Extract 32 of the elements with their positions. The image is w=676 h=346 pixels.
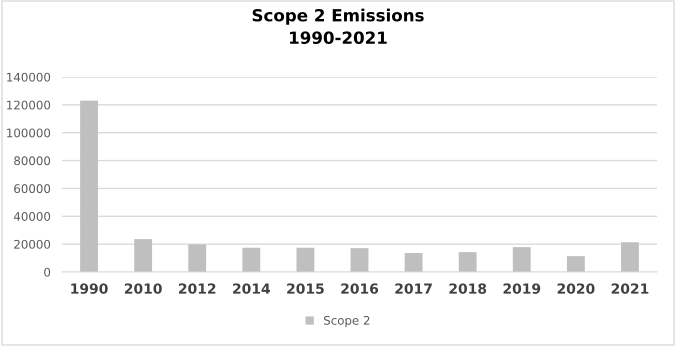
- bar: [134, 239, 152, 272]
- x-tick-label: 2020: [558, 283, 595, 294]
- y-tick-label: 120000: [7, 100, 50, 110]
- x-tick-label: 2018: [449, 283, 486, 294]
- bar: [512, 247, 531, 272]
- bar: [350, 248, 368, 272]
- y-tick-label: 20000: [14, 240, 50, 249]
- bar: [621, 242, 639, 272]
- y-tick-label: 40000: [14, 212, 50, 221]
- x-tick-label: 2012: [179, 283, 216, 294]
- y-tick-label: 80000: [14, 156, 50, 166]
- x-tick-label: 2010: [124, 283, 162, 294]
- bar: [80, 100, 98, 272]
- y-tick-label: 0: [44, 268, 50, 277]
- y-tick-label: 60000: [14, 184, 50, 194]
- bar: [242, 248, 260, 272]
- x-tick-label: 2021: [612, 283, 648, 294]
- bar: [458, 252, 477, 272]
- bar: [188, 244, 206, 272]
- chart-title: Scope 2 Emissions 1990-2021: [252, 8, 424, 44]
- bar: [296, 248, 314, 272]
- x-tick-label: 1990: [71, 283, 108, 294]
- x-tick-label: 2015: [287, 283, 324, 294]
- x-tick-label: 2019: [504, 283, 540, 294]
- bar: [404, 253, 423, 272]
- x-tick-label: 2017: [395, 283, 432, 294]
- x-tick-label: 2014: [233, 283, 270, 294]
- y-tick-label: 140000: [7, 72, 50, 82]
- bar: [566, 256, 585, 272]
- y-tick-label: 100000: [7, 128, 50, 138]
- legend-label: Scope 2: [324, 316, 370, 328]
- x-tick-label: 2016: [341, 283, 378, 294]
